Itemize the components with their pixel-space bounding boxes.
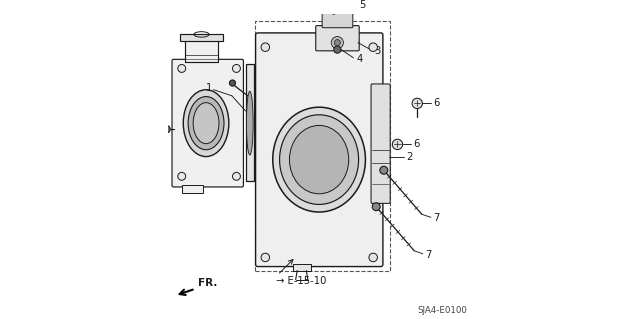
- Ellipse shape: [193, 103, 219, 144]
- Bar: [255, 21, 390, 271]
- Bar: [180, 34, 223, 41]
- FancyBboxPatch shape: [172, 59, 243, 187]
- FancyBboxPatch shape: [255, 33, 383, 267]
- Circle shape: [230, 80, 236, 86]
- FancyBboxPatch shape: [322, 10, 353, 28]
- Circle shape: [369, 253, 378, 262]
- Circle shape: [392, 139, 403, 150]
- Bar: [185, 37, 218, 63]
- Ellipse shape: [289, 125, 349, 194]
- Text: 6: 6: [413, 139, 420, 149]
- Text: 1: 1: [206, 83, 212, 93]
- Circle shape: [332, 37, 344, 49]
- Bar: [292, 264, 311, 271]
- Circle shape: [380, 166, 388, 174]
- Text: SJA4-E0100: SJA4-E0100: [417, 306, 467, 315]
- Circle shape: [232, 64, 241, 72]
- Circle shape: [412, 98, 422, 108]
- Circle shape: [331, 8, 337, 14]
- Circle shape: [333, 46, 341, 53]
- Ellipse shape: [280, 115, 358, 204]
- Ellipse shape: [273, 107, 365, 212]
- Ellipse shape: [188, 97, 224, 150]
- Text: 2: 2: [406, 152, 413, 161]
- Bar: [182, 184, 203, 193]
- Circle shape: [369, 43, 378, 51]
- Text: 6: 6: [433, 98, 440, 108]
- FancyBboxPatch shape: [371, 84, 390, 203]
- Circle shape: [261, 43, 269, 51]
- Text: FR.: FR.: [198, 278, 217, 288]
- Circle shape: [178, 64, 186, 72]
- Circle shape: [372, 203, 380, 211]
- Circle shape: [178, 172, 186, 180]
- Text: → E-15-10: → E-15-10: [276, 276, 326, 286]
- Circle shape: [334, 40, 340, 46]
- Bar: [246, 64, 254, 181]
- Text: 3: 3: [374, 46, 381, 56]
- Text: 5: 5: [360, 0, 366, 10]
- Text: 7: 7: [425, 250, 431, 260]
- Circle shape: [163, 126, 170, 133]
- Circle shape: [232, 172, 241, 180]
- Ellipse shape: [183, 90, 229, 157]
- Ellipse shape: [246, 91, 253, 155]
- Text: 7: 7: [433, 213, 440, 223]
- FancyBboxPatch shape: [316, 26, 359, 51]
- Circle shape: [261, 253, 269, 262]
- Circle shape: [335, 47, 340, 52]
- Text: 4: 4: [356, 54, 363, 64]
